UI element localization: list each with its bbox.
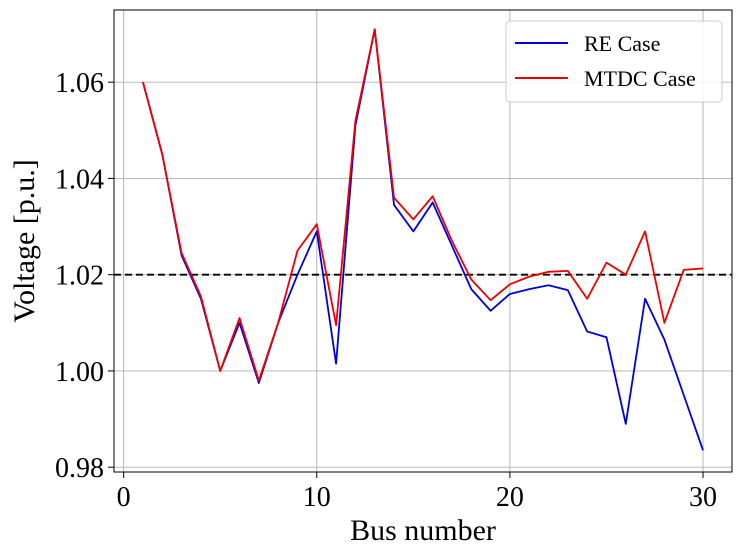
- x-tick-label: 10: [303, 482, 331, 513]
- axis-ticks: 0 10 20 30 0.98 1.00 1.02 1.04 1.06: [55, 68, 717, 513]
- x-tick-label: 30: [689, 482, 717, 513]
- x-axis-label: Bus number: [350, 514, 496, 547]
- x-tick-label: 0: [117, 482, 131, 513]
- series-line-re-case: [142, 28, 704, 451]
- plot-frame: [113, 9, 733, 473]
- series-line-mtdc-case: [142, 28, 704, 382]
- y-tick-label: 1.06: [55, 68, 104, 99]
- y-axis-label: Voltage [p.u.]: [8, 159, 41, 323]
- legend-box: [505, 20, 723, 103]
- y-tick-label: 0.98: [55, 453, 104, 484]
- series-lines: [142, 28, 704, 451]
- y-tick-label: 1.02: [55, 261, 104, 292]
- y-tick-label: 1.04: [55, 164, 104, 195]
- legend-label-mtdc-case: MTDC Case: [584, 66, 696, 91]
- x-tick-label: 20: [496, 482, 524, 513]
- legend-label-re-case: RE Case: [584, 31, 660, 56]
- y-tick-label: 1.00: [55, 357, 104, 388]
- legend: RE Case MTDC Case: [505, 20, 723, 103]
